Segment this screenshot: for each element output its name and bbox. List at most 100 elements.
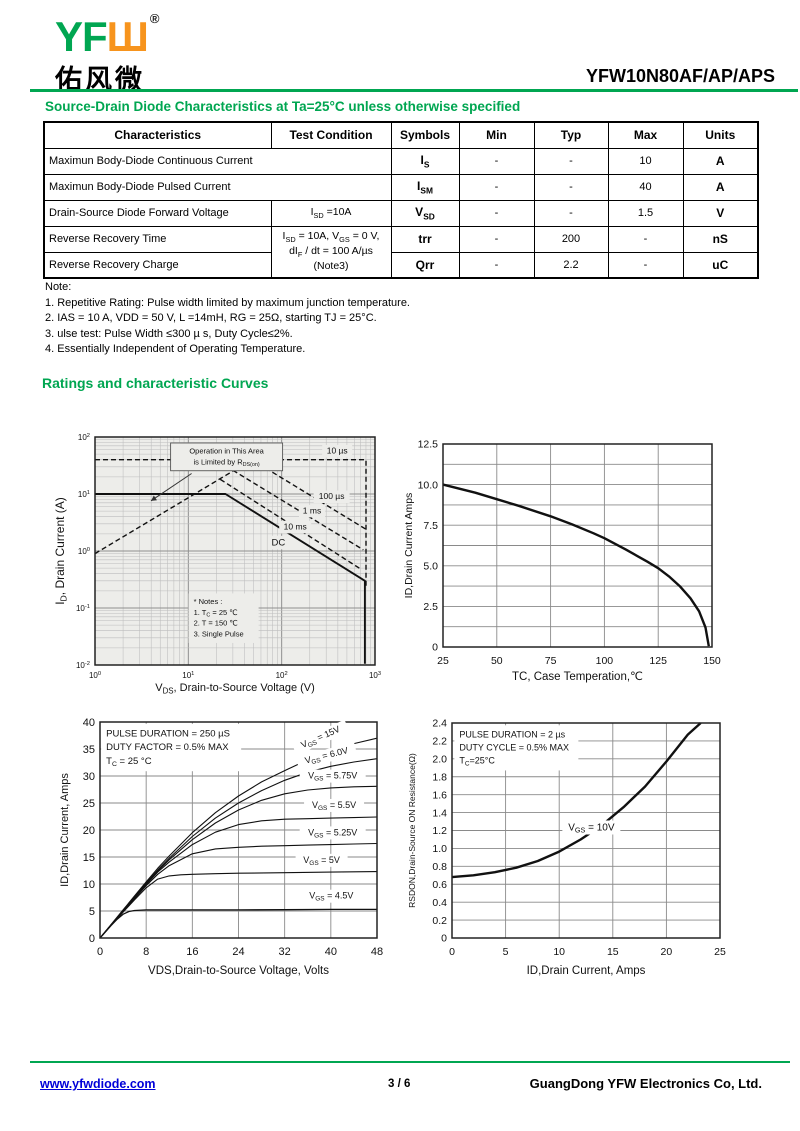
svg-text:5: 5 (503, 946, 509, 958)
page-number: 3 / 6 (388, 1078, 411, 1090)
svg-text:100 µs: 100 µs (319, 491, 345, 501)
cell-units: uC (682, 251, 759, 279)
svg-text:1. TC = 25 ℃: 1. TC = 25 ℃ (194, 608, 238, 619)
svg-text:16: 16 (186, 946, 198, 958)
svg-text:0: 0 (449, 946, 455, 958)
svg-text:0.8: 0.8 (432, 861, 447, 873)
note-line: 4. Essentially Independent of Operating … (45, 343, 306, 355)
cell-symbol: VSD (390, 199, 460, 227)
svg-text:2.4: 2.4 (432, 718, 447, 730)
svg-text:5.0: 5.0 (423, 560, 438, 572)
table-row: Reverse Recovery Time ISD = 10A, VGS = 0… (43, 225, 759, 279)
svg-text:0.6: 0.6 (432, 879, 447, 891)
svg-text:101: 101 (182, 671, 194, 680)
svg-text:ID,Drain Current, Amps: ID,Drain Current, Amps (59, 773, 71, 887)
svg-text:40: 40 (325, 946, 337, 958)
svg-text:20: 20 (661, 946, 673, 958)
cell-typ: 200 (533, 225, 609, 253)
svg-text:* Notes :: * Notes : (194, 597, 223, 606)
cell-max: - (607, 251, 684, 279)
svg-text:VGS = 5.5V: VGS = 5.5V (312, 800, 356, 812)
svg-text:PULSE DURATION = 2 µs: PULSE DURATION = 2 µs (459, 729, 565, 739)
svg-text:12.5: 12.5 (418, 439, 439, 451)
svg-text:TC=25°C: TC=25°C (459, 755, 495, 767)
footer-divider (30, 1061, 790, 1063)
table-row: Reverse Recovery Charge Qrr - 2.2 - uC (43, 251, 759, 279)
svg-text:10-2: 10-2 (76, 661, 90, 670)
website-link[interactable]: www.yfwdiode.com (40, 1077, 156, 1091)
svg-text:VDS, Drain-to-Source Voltage (: VDS, Drain-to-Source Voltage (V) (155, 682, 315, 695)
rdson-vs-current-chart-svg: 0 5 10 15 20 25 0 0.2 0.4 0.6 0.8 1.0 1.2 1.4 1.6 1.8 2.… (407, 718, 726, 977)
svg-text:10 µs: 10 µs (327, 445, 348, 455)
svg-text:30: 30 (83, 771, 95, 783)
section-title: Source-Drain Diode Characteristics at Ta… (45, 99, 521, 114)
soa-chart-svg: 100 101 102 103 102 101 100 10-1 10-2 Operation i… (53, 433, 381, 696)
svg-text:1.8: 1.8 (432, 771, 447, 783)
svg-text:DUTY CYCLE = 0.5% MAX: DUTY CYCLE = 0.5% MAX (459, 742, 569, 752)
svg-text:VGS = 4.5V: VGS = 4.5V (309, 891, 353, 903)
svg-text:8: 8 (143, 946, 149, 958)
soa-chart: 100 101 102 103 102 101 100 10-1 10-2 Operation i… (50, 425, 395, 697)
cell-characteristic: Reverse Recovery Charge (43, 251, 272, 279)
cell-units: A (682, 173, 759, 201)
svg-text:2.2: 2.2 (432, 736, 447, 748)
cell-typ: - (533, 199, 609, 227)
svg-text:ID,Drain Current Amps: ID,Drain Current Amps (403, 493, 415, 599)
svg-text:15: 15 (83, 852, 95, 864)
cell-test-condition: ISD =10A (270, 199, 392, 227)
svg-text:25: 25 (714, 946, 726, 958)
svg-text:101: 101 (78, 490, 90, 499)
svg-text:Operation in This Area: Operation in This Area (189, 446, 264, 455)
svg-text:is Limited by RDS(on): is Limited by RDS(on) (193, 457, 259, 468)
logo-w-glyph: Ш (106, 13, 149, 60)
svg-text:25: 25 (83, 798, 95, 810)
id-vs-temperature-chart-svg: 25 50 75 100 125 150 0 2.5 5.0 7.5 10.0 12.5 TC, Cas… (403, 439, 721, 683)
cell-symbol: IS (390, 147, 460, 175)
svg-text:VGS = 5.25V: VGS = 5.25V (308, 827, 357, 839)
svg-text:10 ms: 10 ms (284, 521, 307, 531)
svg-text:125: 125 (649, 655, 667, 667)
spec-table: Characteristics Test Condition Symbols M… (43, 121, 759, 279)
svg-text:1 ms: 1 ms (303, 505, 321, 515)
svg-text:102: 102 (276, 671, 288, 680)
company-name: GuangDong YFW Electronics Co, Ltd. (529, 1076, 762, 1091)
svg-text:2.0: 2.0 (432, 754, 447, 766)
table-row: Maximun Body-Diode Continuous Current IS… (43, 147, 759, 175)
cell-characteristic: Maximun Body-Diode Continuous Current (43, 147, 392, 175)
yfw-logo: YFШ ® 佑风微 (55, 12, 159, 97)
cell-typ: - (533, 147, 609, 175)
table-row: Drain-Source Diode Forward Voltage ISD =… (43, 199, 759, 227)
svg-text:0.4: 0.4 (432, 897, 447, 909)
cell-characteristic: Maximun Body-Diode Pulsed Current (43, 173, 392, 201)
rdson-vs-current-chart: 0 5 10 15 20 25 0 0.2 0.4 0.6 0.8 1.0 1.2 1.4 1.6 1.8 2.… (405, 712, 755, 982)
output-characteristics-chart-svg: 0 8 16 24 32 40 48 0 5 10 15 20 25 30 35 40 PULSE DURATI… (59, 717, 383, 977)
cell-min: - (458, 173, 535, 201)
svg-text:102: 102 (78, 433, 90, 442)
cell-typ: 2.2 (533, 251, 609, 279)
note-line: 3. ulse test: Pulse Width ≤300 µ s, Duty… (45, 327, 293, 340)
part-number: YFW10N80AF/AP/APS (585, 66, 775, 86)
svg-text:5: 5 (89, 906, 95, 918)
col-header-symbols: Symbols (390, 121, 460, 149)
cell-max: 40 (607, 173, 684, 201)
curves-section-title: Ratings and characteristic Curves (42, 375, 269, 391)
note-line: 2. IAS = 10 A, VDD = 50 V, L =14mH, RG =… (45, 312, 377, 324)
svg-text:50: 50 (491, 655, 503, 667)
cell-symbol: trr (390, 225, 460, 253)
table-row: Maximun Body-Diode Pulsed Current ISM - … (43, 173, 759, 201)
svg-text:0: 0 (97, 946, 103, 958)
svg-text:VGS = 10V: VGS = 10V (568, 823, 615, 835)
cell-symbol: ISM (390, 173, 460, 201)
svg-text:PULSE DURATION = 250 µS: PULSE DURATION = 250 µS (106, 728, 230, 739)
svg-text:VGS = 5V: VGS = 5V (303, 855, 340, 867)
svg-text:3. Single Pulse: 3. Single Pulse (194, 630, 244, 639)
svg-text:0: 0 (432, 642, 438, 654)
svg-text:1.2: 1.2 (432, 825, 447, 837)
svg-text:103: 103 (369, 671, 381, 680)
cell-symbol: Qrr (390, 251, 460, 279)
svg-text:1.4: 1.4 (432, 807, 447, 819)
cell-max: - (607, 225, 684, 253)
svg-text:40: 40 (83, 717, 95, 729)
svg-text:2. T = 150 ℃: 2. T = 150 ℃ (194, 619, 238, 628)
svg-text:DUTY FACTOR = 0.5% MAX: DUTY FACTOR = 0.5% MAX (106, 742, 229, 753)
